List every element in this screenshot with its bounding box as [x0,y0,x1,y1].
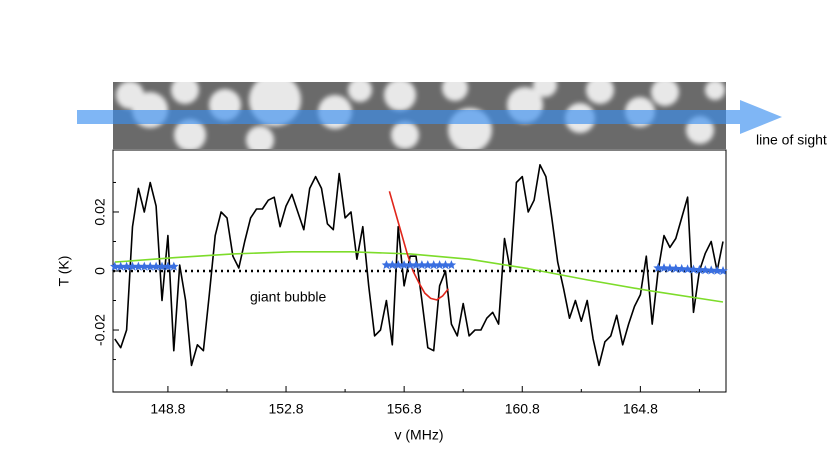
annotation: giant bubble [250,289,327,305]
star-marker [653,263,663,273]
star-marker [145,261,155,271]
star-marker [671,263,681,273]
star-marker [387,260,398,270]
star-marker [133,261,144,271]
star-marker [446,260,457,270]
star-marker [127,261,138,271]
y-tick-label: 0 [92,267,108,275]
sight-arrow [77,100,782,134]
data-line [388,191,450,301]
x-axis-label: v (MHz) [395,427,444,443]
star-marker [139,261,150,271]
y-tick-label: -0.02 [92,314,108,346]
star-marker [659,263,669,273]
star-marker [405,260,415,270]
star-marker [423,260,433,270]
star-marker [718,266,728,275]
x-tick-label: 152.8 [269,401,304,417]
y-axis-label: T (K) [56,256,72,287]
star-marker [706,265,716,275]
star-marker [440,260,451,270]
star-marker [151,261,161,271]
star-marker [157,261,167,271]
y-tick-label: 0.02 [92,198,108,225]
star-marker [121,261,132,271]
star-marker [694,264,705,274]
star-marker [688,264,699,274]
star-marker [417,260,427,270]
x-tick-label: 160.8 [505,401,540,417]
data-line [114,164,724,367]
star-marker [163,261,173,271]
star-marker [665,263,675,273]
star-marker [393,260,403,270]
x-tick-label: 156.8 [387,401,422,417]
annotation: line of sight [756,132,827,148]
star-marker [677,263,687,273]
star-marker [399,260,409,270]
star-marker [110,261,120,271]
star-marker [381,260,392,270]
star-marker [712,265,722,275]
data-line [114,251,724,303]
star-marker [700,265,711,275]
star-marker [428,260,439,270]
x-tick-label: 148.8 [150,401,185,417]
star-marker [434,260,445,270]
star-marker [682,264,693,274]
star-marker [169,261,179,271]
star-marker [411,260,421,270]
x-tick-label: 164.8 [623,401,658,417]
star-marker [115,261,126,271]
